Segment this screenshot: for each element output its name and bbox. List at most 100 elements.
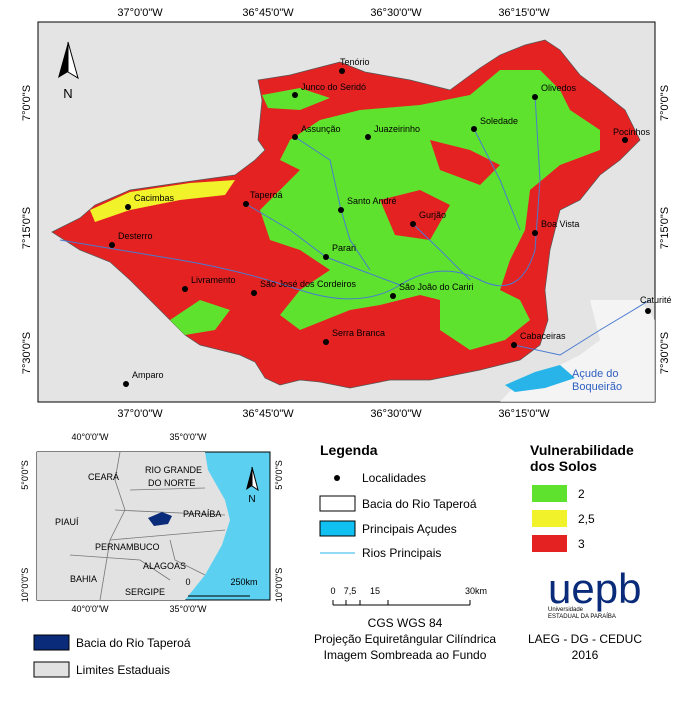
coord-label: 7°30'0"S <box>21 332 33 374</box>
locality-label: Caturité <box>640 295 672 305</box>
basin-class-3 <box>430 140 500 185</box>
coord-label: 36°15'0"W <box>498 7 550 19</box>
scale-label: 250km <box>230 577 257 587</box>
coord-label: 37°0'0"W <box>117 408 163 420</box>
coord-label: 7°0'0"S <box>659 85 671 121</box>
coord-label: 5°0'0"S <box>274 460 284 490</box>
coord-label: 7°15'0"S <box>21 207 33 249</box>
legend-title: Vulnerabilidade <box>530 442 634 458</box>
note: Projeção Equiretângular Cilíndrica <box>314 632 496 646</box>
scale-label: 30km <box>465 586 487 596</box>
locality-label: Boa Vista <box>541 219 579 229</box>
locality-label: Amparo <box>132 370 164 380</box>
coord-label: 7°30'0"S <box>659 332 671 374</box>
locality-point <box>251 290 257 296</box>
locality-label: São João do Cariri <box>399 282 474 292</box>
north-label: N <box>63 86 72 101</box>
locality-point <box>645 308 651 314</box>
locality-label: São José dos Cordeiros <box>260 279 357 289</box>
coord-label: 5°0'0"S <box>20 460 30 490</box>
credit: 2016 <box>572 648 599 662</box>
locality-label: Serra Branca <box>332 328 385 338</box>
reservoir-label: Boqueirão <box>572 381 622 393</box>
locality-label: Taperoá <box>250 190 283 200</box>
state-label: RIO GRANDE <box>145 465 202 475</box>
main-map <box>37 21 656 403</box>
locality-point <box>109 242 115 248</box>
locality-label: Juazeirinho <box>374 124 420 134</box>
basin-class-3 <box>330 320 400 365</box>
logo: uepb <box>548 565 641 612</box>
locality-label: Santo André <box>347 196 397 206</box>
locality-point <box>511 342 517 348</box>
inset-text: 40°0'0"W 35°0'0"W 40°0'0"W 35°0'0"W 5°0'… <box>20 432 284 678</box>
state-label: CEARÁ <box>88 472 119 482</box>
reservoir <box>505 365 575 392</box>
coord-label: 36°30'0"W <box>370 408 422 420</box>
locality-point <box>323 339 329 345</box>
coord-label: 35°0'0"W <box>169 604 207 614</box>
locality-point <box>471 126 477 132</box>
basin-class-2-5 <box>90 180 235 222</box>
state-label: PERNAMBUCO <box>95 542 160 552</box>
locality-label: Gurjão <box>419 210 446 220</box>
locality-point <box>390 293 396 299</box>
locality-point <box>532 230 538 236</box>
legend-title: Legenda <box>320 442 378 458</box>
legend: Legenda Localidades Bacia do Rio Taperoá… <box>314 442 496 662</box>
legend-label: 3 <box>578 537 585 551</box>
basin-class-2 <box>262 88 330 110</box>
coord-label: 10°0'0"S <box>274 568 284 603</box>
scale-label: 0 <box>185 577 190 587</box>
basin-class-3 <box>380 190 450 240</box>
locality-point <box>365 134 371 140</box>
locality-label: Cabaceiras <box>520 331 566 341</box>
note: CGS WGS 84 <box>368 616 443 630</box>
coord-label: 10°0'0"S <box>20 568 30 603</box>
north-arrow: N <box>58 41 79 101</box>
locality-label: Cacimbas <box>134 193 175 203</box>
state-label: DO NORTE <box>148 478 195 488</box>
locality-point <box>125 204 131 210</box>
locality-label: Junco do Seridó <box>301 82 366 92</box>
locality-label: Pocinhos <box>613 127 651 137</box>
locality-label: Soledade <box>480 116 518 126</box>
credits: uepb Universidade ESTADUAL DA PARAÍBA LA… <box>528 565 660 662</box>
legend-label: 2 <box>578 487 585 501</box>
locality-point <box>323 254 329 260</box>
coord-label: 36°45'0"W <box>242 7 294 19</box>
locality-point <box>532 94 538 100</box>
coord-label: 36°30'0"W <box>370 7 422 19</box>
locality-label: Tenório <box>340 57 370 67</box>
legend-label: 2,5 <box>578 512 595 526</box>
coord-label: 35°0'0"W <box>169 432 207 442</box>
reservoir-label: Açude do <box>572 368 618 380</box>
legend-label: Principais Açudes <box>362 522 457 536</box>
legend-label: Bacia do Rio Taperoá <box>362 497 477 511</box>
locality-label: Livramento <box>191 275 236 285</box>
coord-label: 40°0'0"W <box>71 604 109 614</box>
note: Imagem Sombreada ao Fundo <box>324 648 487 662</box>
locality-point <box>292 134 298 140</box>
coord-label: 40°0'0"W <box>71 432 109 442</box>
coord-label: 37°0'0"W <box>117 7 163 19</box>
locality-point <box>292 92 298 98</box>
scale-label: 7,5 <box>344 586 357 596</box>
locality-point <box>410 221 416 227</box>
state-label: PIAUÍ <box>55 517 79 527</box>
locality-point <box>243 201 249 207</box>
coord-label: 7°15'0"S <box>659 207 671 249</box>
vulnerability-legend: Vulnerabilidade dos Solos 2 2,5 3 <box>530 442 634 552</box>
locality-point <box>338 207 344 213</box>
state-label: SERGIPE <box>125 587 165 597</box>
rivers <box>59 94 651 356</box>
state-label: PARAÍBA <box>183 509 221 519</box>
north-label: N <box>248 494 255 505</box>
locality-point <box>182 286 188 292</box>
inset-map <box>36 451 271 601</box>
logo-text: Universidade <box>548 607 584 613</box>
state-label: ALAGOAS <box>143 561 186 571</box>
legend-label: Bacia do Rio Taperoá <box>76 636 191 650</box>
coord-label: 7°0'0"S <box>21 85 33 121</box>
